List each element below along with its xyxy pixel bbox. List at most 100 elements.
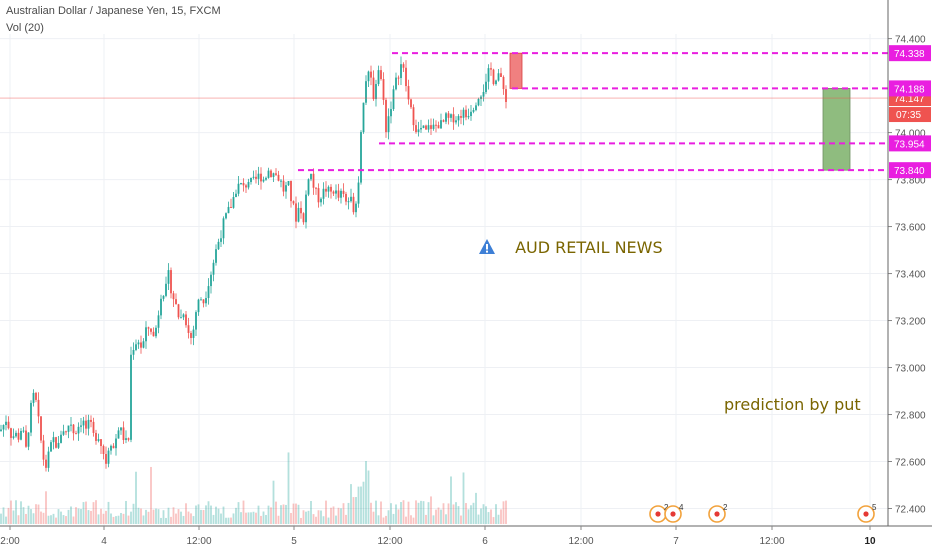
volume-bar-162 xyxy=(405,516,407,524)
level-tag-value: 73.954 xyxy=(894,139,925,150)
candle-body-39 xyxy=(97,439,100,441)
volume-bar-57 xyxy=(142,515,145,524)
candle-body-183 xyxy=(457,116,460,121)
candle-body-170 xyxy=(425,125,427,130)
volume-bar-133 xyxy=(332,506,335,524)
volume-bar-17 xyxy=(42,512,45,524)
volume-bar-103 xyxy=(257,505,260,524)
volume-bar-24 xyxy=(60,511,62,524)
candle-body-52 xyxy=(130,354,132,440)
level-tag-value: 73.840 xyxy=(894,166,925,177)
volume-bar-6 xyxy=(15,500,17,524)
volume-bar-13 xyxy=(32,513,35,524)
event-markers[interactable]: 2 4 2 5 xyxy=(649,503,877,523)
volume-bar-105 xyxy=(262,511,265,524)
volume-bar-5 xyxy=(12,510,15,524)
level-tag-73.954 xyxy=(889,135,931,152)
candle-body-92 xyxy=(230,206,232,208)
candle-body-11 xyxy=(27,432,30,447)
volume-bar-65 xyxy=(162,510,165,524)
volume-bar-89 xyxy=(222,506,225,524)
candle-body-172 xyxy=(430,125,432,129)
volume-bar-176 xyxy=(440,509,442,524)
candle-body-187 xyxy=(467,116,470,118)
volume-bar-153 xyxy=(382,517,385,524)
volume-bar-196 xyxy=(490,509,492,524)
volume-bar-46 xyxy=(115,516,117,524)
candle-body-107 xyxy=(267,170,270,178)
volume-bar-165 xyxy=(412,517,415,524)
volume-bar-115 xyxy=(287,452,290,524)
candle-body-28 xyxy=(70,424,72,426)
volume-bar-95 xyxy=(237,502,240,524)
volume-bar-60 xyxy=(150,466,152,524)
candle-body-164 xyxy=(410,99,412,108)
time-tick-label: 4 xyxy=(101,536,107,547)
volume-bar-72 xyxy=(180,511,182,524)
candle-body-37 xyxy=(92,421,95,433)
candle-body-56 xyxy=(140,342,142,348)
candle-body-10 xyxy=(25,430,27,447)
volume-bar-85 xyxy=(212,514,215,524)
candle-body-160 xyxy=(400,64,402,79)
candle-body-95 xyxy=(237,183,240,194)
candle-body-32 xyxy=(80,425,82,427)
time-axis[interactable]: 2:00 4 12:00 5 12:00 6 12:00 7 12:00 10 xyxy=(0,525,932,547)
volume-bar-160 xyxy=(400,501,402,524)
volume-bar-148 xyxy=(370,502,372,524)
time-tick-label: 6 xyxy=(482,536,488,547)
candle-body-202 xyxy=(505,89,507,102)
volume-bar-182 xyxy=(455,502,457,524)
candle-body-49 xyxy=(122,427,125,440)
volume-bar-154 xyxy=(385,515,387,524)
candle-body-15 xyxy=(37,399,40,417)
candle-body-146 xyxy=(365,81,367,103)
warning-icon xyxy=(479,239,495,254)
volume-bar-37 xyxy=(92,502,95,524)
candle-body-100 xyxy=(250,177,252,183)
volume-bar-69 xyxy=(172,507,175,524)
candle-body-117 xyxy=(292,201,295,204)
volume-bar-170 xyxy=(425,514,427,524)
volume-bar-127 xyxy=(317,510,320,524)
volume-bar-135 xyxy=(337,507,340,524)
candle-body-121 xyxy=(302,213,305,223)
volume-bar-90 xyxy=(225,517,227,524)
volume-bar-128 xyxy=(320,510,322,524)
volume-bar-23 xyxy=(57,509,60,524)
candle-body-65 xyxy=(162,295,165,299)
volume-bar-195 xyxy=(487,512,490,524)
price-axis[interactable]: 72.400 72.600 72.800 73.000 73.200 73.400 73.6… xyxy=(887,0,931,526)
candle-body-45 xyxy=(112,445,115,449)
candle-body-51 xyxy=(127,438,130,440)
volume-bar-161 xyxy=(402,500,405,524)
volume-bar-152 xyxy=(380,501,382,524)
volume-bar-3 xyxy=(7,507,10,524)
volume-bar-147 xyxy=(367,470,370,524)
candle-body-174 xyxy=(435,124,437,126)
price-tick-label: 73.800 xyxy=(895,176,926,187)
candle-body-82 xyxy=(205,298,207,304)
volume-bar-134 xyxy=(335,515,337,524)
candle-body-115 xyxy=(287,180,290,186)
candle-body-198 xyxy=(495,80,497,85)
volume-bar-35 xyxy=(87,510,90,524)
volume-indicator-label[interactable]: Vol (20) xyxy=(6,22,44,34)
volume-bar-84 xyxy=(210,505,212,524)
volume-bar-124 xyxy=(310,500,312,524)
volume-bar-42 xyxy=(105,510,107,524)
countdown-value: 07:35 xyxy=(896,110,921,121)
volume-bar-2 xyxy=(5,516,7,524)
volume-bar-146 xyxy=(365,461,367,524)
candle-body-21 xyxy=(52,437,55,443)
volume-bar-116 xyxy=(290,512,292,524)
volume-bar-9 xyxy=(22,507,25,524)
candle-body-130 xyxy=(325,188,327,192)
candle-body-74 xyxy=(185,314,187,326)
volume-bar-120 xyxy=(300,517,302,524)
volume-bar-91 xyxy=(227,517,230,524)
candle-body-44 xyxy=(110,445,112,451)
candle-body-70 xyxy=(175,299,177,305)
event-count-label: 4 xyxy=(679,503,684,512)
